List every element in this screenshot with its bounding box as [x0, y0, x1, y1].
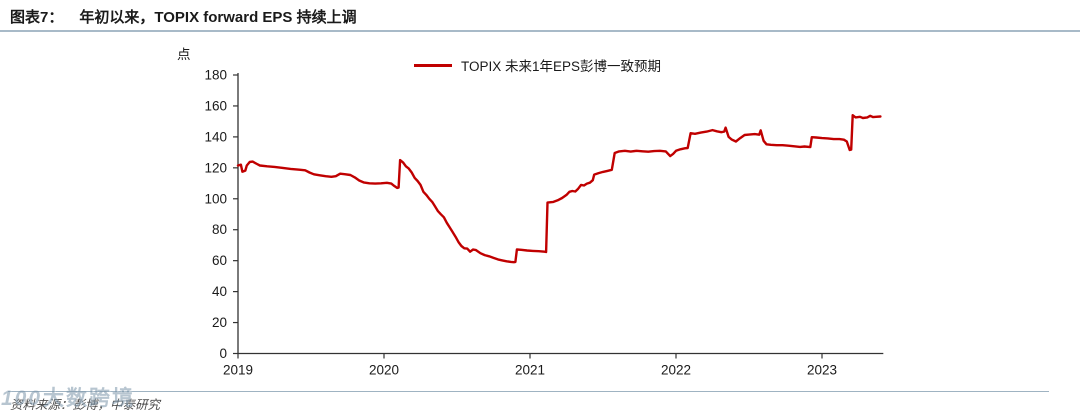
y-tick-label: 100 [204, 191, 227, 206]
figure-title-bar: 图表7： 年初以来，TOPIX forward EPS 持续上调 [10, 6, 357, 27]
chart-legend: TOPIX 未来1年EPS彭博一致预期 [414, 55, 661, 75]
x-tick-label: 2019 [223, 363, 253, 378]
footer-rule [8, 391, 1049, 392]
y-tick-label: 60 [212, 253, 227, 268]
legend-line-swatch [414, 63, 452, 67]
figure-title: 年初以来，TOPIX forward EPS 持续上调 [79, 9, 357, 26]
y-tick-label: 20 [212, 315, 227, 330]
title-underline [0, 30, 1080, 32]
y-tick-label: 140 [204, 129, 227, 144]
y-tick-label: 0 [219, 346, 227, 361]
x-tick-label: 2021 [515, 363, 545, 378]
watermark-text: 大数跨境 [43, 387, 136, 410]
x-tick-label: 2023 [807, 363, 837, 378]
y-tick-label: 120 [204, 160, 227, 175]
series-line [236, 113, 882, 264]
y-tick-label: 180 [204, 68, 227, 83]
figure-number: 图表7： [10, 9, 64, 26]
x-tick-label: 2022 [661, 363, 691, 378]
y-axis-unit-label: 点 [177, 47, 191, 62]
source-note: 资料来源：彭博，中泰研究 [10, 398, 161, 412]
legend-label: TOPIX 未来1年EPS彭博一致预期 [461, 59, 662, 74]
watermark-logo: 100 [1, 387, 43, 410]
y-tick-label: 80 [212, 222, 227, 237]
y-tick-label: 40 [212, 284, 227, 299]
x-tick-label: 2020 [369, 363, 399, 378]
watermark: 100大数跨境 [1, 382, 135, 412]
y-tick-label: 160 [204, 98, 227, 113]
